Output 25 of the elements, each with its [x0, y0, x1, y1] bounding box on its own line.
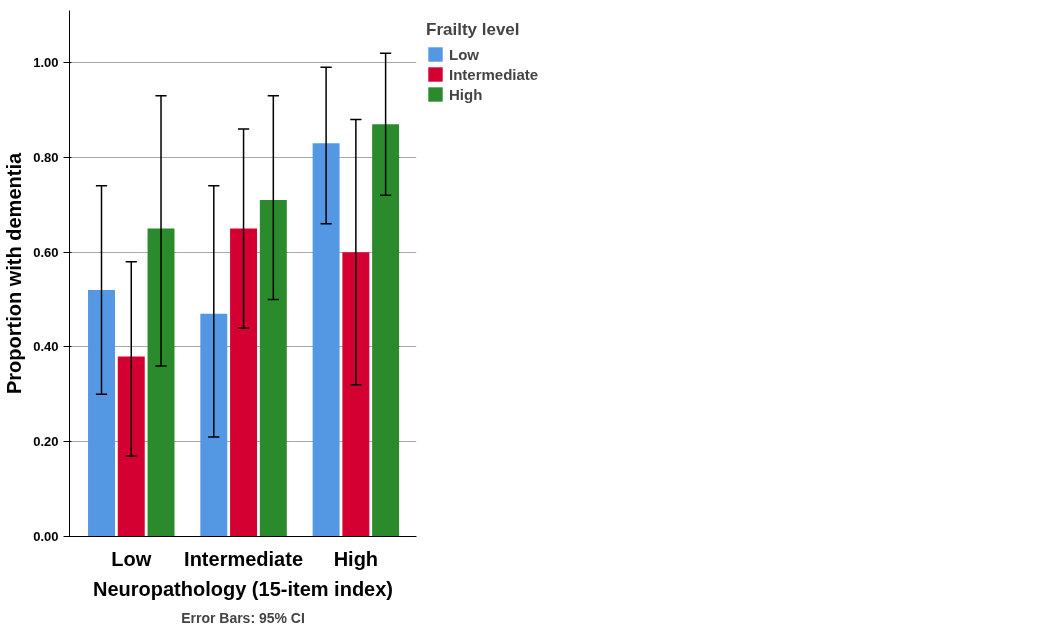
y-tick-label: 0.00	[33, 529, 59, 544]
bar	[230, 228, 258, 537]
bar	[147, 228, 175, 537]
y-tick-label: 0.20	[33, 434, 59, 450]
x-tick-label: High	[333, 547, 379, 570]
x-axis-title: Neuropathology (15-item index)	[92, 577, 394, 600]
x-tick-label: Low	[111, 547, 152, 570]
y-tick-label: 0.80	[33, 149, 59, 165]
bar	[200, 313, 228, 537]
legend-label: Intermediate	[449, 65, 539, 83]
bar	[312, 143, 340, 537]
bar	[342, 252, 370, 537]
y-tick-label: 0.60	[33, 244, 59, 260]
text: Error Bars: 95% CI	[181, 609, 305, 626]
bar	[372, 124, 400, 537]
y-tick-label: 0.40	[33, 339, 59, 355]
x-tick-label: Intermediate	[184, 547, 304, 570]
bar	[117, 356, 145, 537]
y-tick-label: 1.00	[33, 55, 59, 71]
legend-label: High	[449, 85, 483, 103]
legend-title: Frailty level	[426, 20, 521, 40]
bar	[88, 290, 115, 537]
y-axis-title: Proportion with dementia	[3, 152, 26, 395]
bar	[259, 200, 287, 537]
legend-label: Low	[449, 45, 479, 63]
